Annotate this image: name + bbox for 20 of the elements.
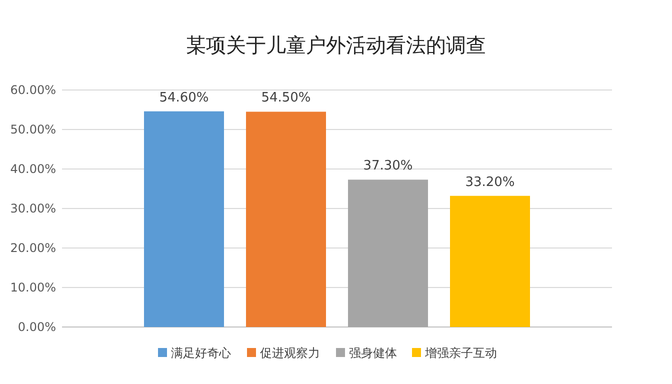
data-label: 37.30% (363, 158, 413, 174)
y-tick-label: 30.00% (10, 202, 56, 216)
legend-label: 满足好奇心 (171, 346, 231, 360)
y-tick-label: 50.00% (10, 122, 56, 136)
bar (450, 196, 530, 327)
y-tick-label: 40.00% (10, 162, 56, 176)
chart-title: 某项关于儿童户外活动看法的调查 (186, 33, 486, 57)
data-label: 54.50% (261, 90, 311, 106)
y-tick-label: 60.00% (10, 83, 56, 97)
data-label: 54.60% (159, 90, 209, 106)
legend-label: 促进观察力 (260, 346, 320, 360)
bar (348, 180, 428, 327)
data-label: 33.20% (465, 174, 515, 190)
y-tick-label: 10.00% (10, 280, 56, 294)
y-tick-label: 20.00% (10, 241, 56, 255)
bar (144, 111, 224, 327)
y-tick-label: 0.00% (18, 320, 56, 334)
bar (246, 112, 326, 327)
legend-label: 增强亲子互动 (424, 346, 497, 360)
legend-label: 强身健体 (349, 346, 397, 360)
